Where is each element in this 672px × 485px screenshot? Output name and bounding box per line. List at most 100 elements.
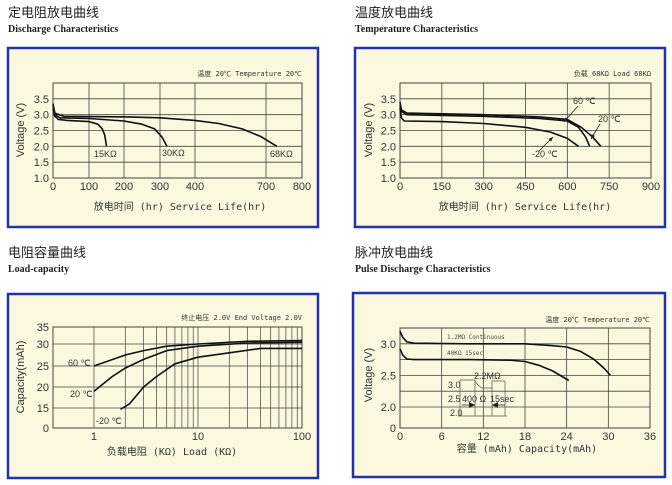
x-tick-label: 10	[192, 431, 204, 443]
y-tick-label: 2.5	[381, 370, 396, 382]
y-tick-label: 3.0	[381, 110, 396, 122]
x-tick-label: 300	[151, 181, 169, 193]
chart-2-title-cn: 温度放电曲线	[355, 6, 434, 21]
series-label: -20 ℃	[96, 416, 122, 426]
plot-frame	[52, 326, 303, 429]
x-tick-label: 300	[474, 181, 492, 193]
series-line-2	[399, 101, 602, 147]
y-axis-label: Voltage (V)	[363, 348, 375, 402]
inset-level-label: 2.5	[448, 394, 461, 404]
chart-1-title-cn: 定电阻放电曲线	[8, 6, 100, 21]
x-tick-label: 36	[644, 431, 656, 443]
x-tick-label: 400	[186, 181, 204, 193]
y-tick-label: 2.5	[34, 126, 49, 138]
chart-3: 1 10 100 0 15 20 25 30 35 终止电压 2.0V End Voltage 2…	[6, 292, 320, 480]
y-tick-label: 2.0	[381, 141, 396, 153]
y-tick-label: 1.0	[381, 173, 396, 185]
y-axis-label: Voltage (V)	[15, 103, 27, 157]
series-line-2	[399, 348, 570, 382]
x-tick-label: 600	[558, 181, 576, 193]
y-tick-label: 20	[37, 382, 49, 394]
x-tick-label: 0	[397, 431, 403, 443]
chart-note: 终止电压 2.0V End Voltage 2.0V	[181, 313, 303, 322]
x-tick-label: 12	[477, 431, 489, 443]
series-line-3	[120, 347, 302, 410]
chart-1-title: Discharge Characteristics	[8, 24, 119, 35]
x-tick-label: 6	[439, 431, 445, 443]
y-axis-label: Capacity(mAh)	[15, 341, 27, 414]
series-line-2	[52, 105, 168, 147]
y-tick-label: 1.5	[34, 157, 49, 169]
pulse-waveform	[458, 379, 507, 417]
x-tick-label: 24	[561, 431, 573, 443]
y-tick-label: 15	[37, 403, 49, 415]
y-tick-label: 1.0	[34, 173, 49, 185]
y-tick-label: 2.0	[34, 141, 49, 153]
chart-note: 温度 20℃ Temperature 20℃	[197, 69, 302, 78]
y-tick-label: 30	[37, 339, 49, 351]
y-tick-label: 2.0	[381, 402, 396, 414]
x-tick-label: 0	[397, 181, 403, 193]
chart-3-title-cn: 电阻容量曲线	[8, 246, 87, 261]
y-tick-label: 3.0	[381, 339, 396, 351]
x-tick-label: 100	[293, 431, 311, 443]
x-tick-label: 150	[433, 181, 451, 193]
series-line-3	[399, 108, 579, 147]
series-label: 60 ℃	[68, 358, 91, 368]
chart-4: 0 6 12 18 24 30 36 0 2.0 2.5 3.0 温度 20℃ Temperature…	[351, 291, 667, 479]
x-tick-label: 750	[600, 181, 618, 193]
chart-3-title: Load-capacity	[8, 264, 70, 275]
y-tick-label: 3.5	[381, 94, 396, 106]
arrowhead-icon	[591, 134, 596, 139]
x-tick-label: 0	[50, 181, 56, 193]
plot-frame	[52, 82, 303, 179]
series-line-3	[52, 103, 278, 147]
y-tick-label: 0	[390, 423, 396, 435]
series-label: 1.2MΩ Continuous	[447, 334, 505, 341]
series-label: 20 ℃	[598, 114, 621, 124]
x-tick-label: 700	[257, 181, 275, 193]
x-tick-label: 800	[293, 181, 311, 193]
y-axis-label: Voltage (V)	[363, 103, 375, 157]
series-label: 68KΩ	[270, 149, 293, 159]
series-label: 30KΩ	[162, 148, 185, 158]
series-label: 40KΩ 15sec	[447, 350, 484, 357]
y-tick-label: 25	[37, 361, 49, 373]
chart-panel	[6, 292, 320, 480]
x-axis-label: 负载电阻 (KΩ) Load (KΩ)	[107, 445, 237, 458]
chart-panel	[353, 46, 667, 229]
series-label: 15KΩ	[94, 149, 117, 159]
inset-low-load: 400 Ω	[462, 394, 487, 404]
plot-frame	[399, 82, 652, 179]
x-axis-label: 容量 (mAh) Capacity(mAh)	[457, 442, 597, 455]
arrowhead-icon	[564, 117, 569, 122]
y-tick-label: 0	[43, 423, 49, 435]
x-axis-label: 放电时间 (hr) Service Life(hr)	[94, 200, 266, 213]
inset-level-label: 3.0	[448, 380, 461, 390]
y-tick-label: 3.5	[34, 94, 49, 106]
chart-2: 0 150 300 450 600 750 900 1.0 1.5 2.0 2.5 3.0 3.5 负载 …	[353, 46, 667, 229]
chart-note: 负载 68KΩ Load 68KΩ	[574, 69, 651, 78]
series-label: 20 ℃	[70, 389, 93, 399]
y-tick-label: 2.5	[381, 126, 396, 138]
x-tick-label: 18	[519, 431, 531, 443]
series-line-2	[93, 341, 303, 392]
series-label: -20 ℃	[532, 149, 558, 159]
y-tick-label: 3.0	[34, 110, 49, 122]
chart-note: 温度 20℃ Temperature 20℃	[545, 315, 650, 324]
series-label: 60 ℃	[573, 96, 596, 106]
series-line-1	[93, 339, 303, 367]
series-line-1	[399, 330, 612, 376]
series-line-1	[399, 105, 591, 147]
arrowhead-icon	[548, 137, 553, 142]
arrowhead-icon	[492, 402, 498, 408]
inset-level-label: 2.0	[450, 408, 463, 418]
pulse-inset: 3.0 2.5 2.0 2.2MΩ 400 Ω 15sec	[448, 371, 515, 418]
chart-4-title: Pulse Discharge Characteristics	[355, 264, 491, 275]
x-tick-label: 200	[115, 181, 133, 193]
x-tick-label: 1	[91, 431, 97, 443]
x-tick-label: 30	[602, 431, 614, 443]
x-tick-label: 450	[516, 181, 534, 193]
chart-1: 0 100 200 300 400 700 800 1.0 1.5 2.0 2.5 3.0 3.5 温度 …	[6, 46, 320, 229]
